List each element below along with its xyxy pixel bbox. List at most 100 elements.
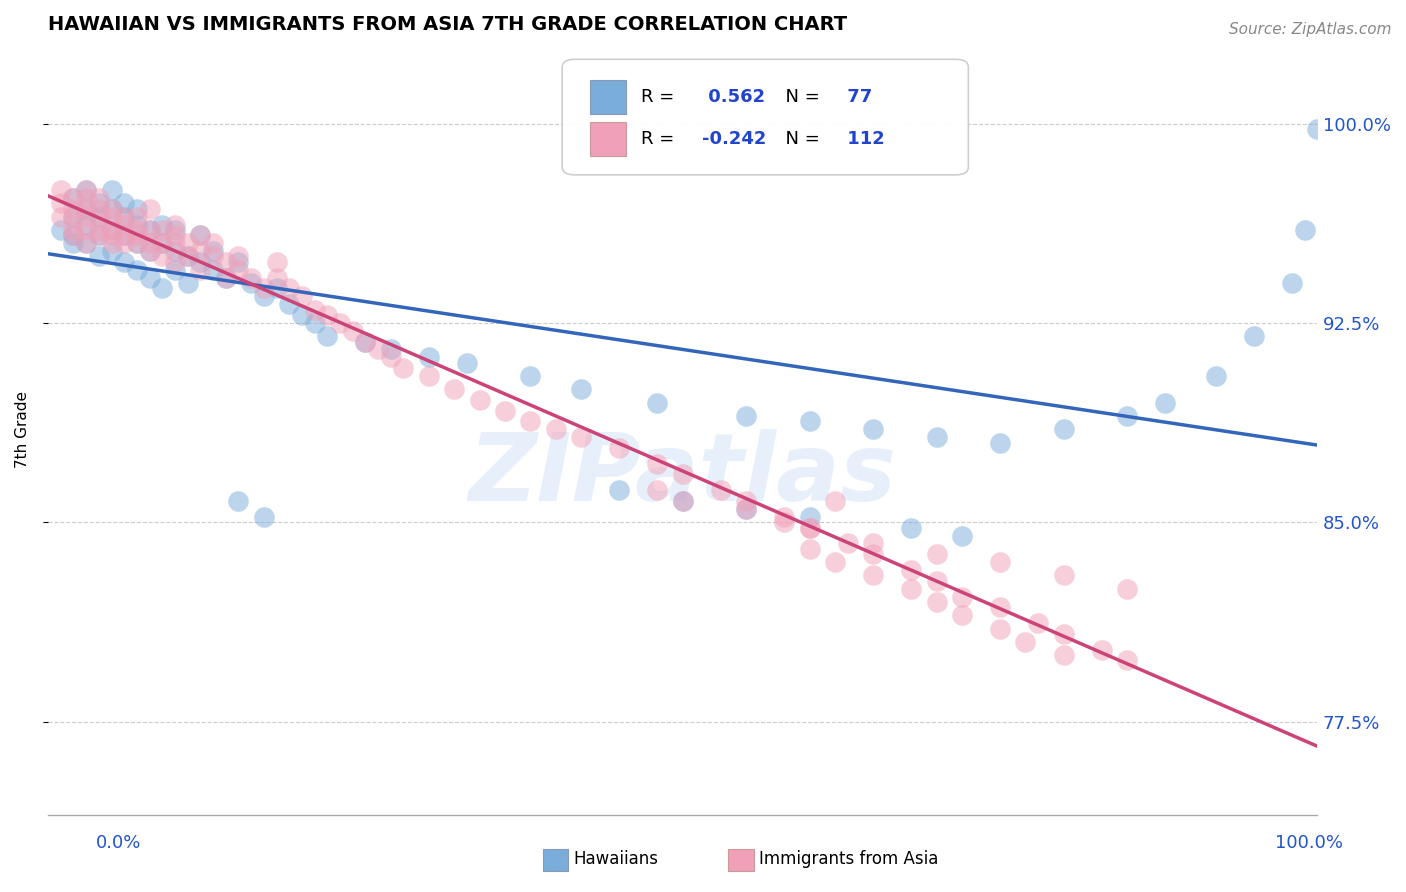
Point (278, 297, 301, 311)
Text: R =: R = (641, 88, 681, 106)
Point (163, 244, 186, 259)
Text: ZIPatlas: ZIPatlas (468, 429, 897, 522)
Point (100, 223, 122, 237)
Point (75, 183, 97, 197)
Point (112, 210, 135, 224)
Point (925, 574, 948, 588)
Point (773, 515, 796, 529)
Point (228, 255, 250, 269)
Point (316, 308, 339, 322)
Point (824, 555, 846, 569)
Point (163, 236, 186, 251)
Point (672, 494, 695, 508)
Point (150, 250, 173, 264)
Point (215, 270, 238, 285)
Point (342, 324, 364, 338)
Point (900, 563, 922, 577)
Point (1026, 616, 1049, 631)
Point (87, 202, 110, 216)
Point (87, 250, 110, 264)
Point (354, 334, 377, 349)
Text: -0.242: -0.242 (702, 130, 766, 148)
Point (87, 223, 110, 237)
Point (278, 281, 301, 295)
FancyBboxPatch shape (591, 79, 626, 114)
Point (266, 255, 288, 269)
Point (202, 236, 225, 251)
Point (468, 392, 491, 407)
Point (87, 228, 110, 243)
Text: 0.562: 0.562 (702, 88, 765, 106)
Point (672, 494, 695, 508)
Point (150, 223, 173, 237)
Point (950, 608, 973, 623)
Point (176, 236, 198, 251)
Text: 0.0%: 0.0% (96, 834, 141, 852)
Point (202, 244, 225, 259)
Point (75, 223, 97, 237)
Point (799, 510, 821, 524)
Point (176, 250, 198, 264)
Point (607, 441, 630, 455)
Point (1154, 395, 1177, 409)
Point (900, 582, 922, 596)
Point (75, 218, 97, 232)
Point (150, 218, 173, 232)
Point (100, 228, 122, 243)
Text: 77: 77 (841, 88, 873, 106)
Point (138, 270, 160, 285)
Point (49, 196, 72, 211)
Point (799, 414, 821, 428)
Point (988, 555, 1011, 569)
Point (647, 395, 669, 409)
Point (418, 351, 440, 365)
Point (710, 483, 733, 498)
Point (773, 510, 796, 524)
Point (1014, 635, 1036, 649)
Point (125, 236, 148, 251)
Point (1205, 369, 1227, 384)
Point (87, 191, 110, 205)
Point (824, 494, 846, 508)
Point (519, 369, 541, 384)
Point (380, 343, 402, 357)
Point (215, 270, 238, 285)
Point (607, 483, 630, 498)
Point (190, 228, 212, 243)
Point (125, 262, 148, 277)
Point (240, 276, 263, 290)
Point (163, 262, 186, 277)
Point (75, 236, 97, 251)
Point (87, 210, 110, 224)
Point (75, 191, 97, 205)
Point (735, 409, 758, 423)
Point (190, 228, 212, 243)
Point (925, 595, 948, 609)
Point (75, 210, 97, 224)
Point (316, 329, 339, 343)
Point (125, 223, 148, 237)
Point (1116, 653, 1139, 667)
Point (1052, 568, 1074, 582)
Point (291, 308, 314, 322)
Point (569, 383, 592, 397)
Point (100, 202, 122, 216)
Point (494, 403, 516, 417)
Point (163, 228, 186, 243)
Point (253, 289, 276, 303)
Point (799, 541, 821, 556)
Point (735, 494, 758, 508)
Point (1052, 648, 1074, 662)
Point (544, 422, 567, 436)
Point (925, 430, 948, 444)
Point (354, 334, 377, 349)
Point (125, 236, 148, 251)
Point (62, 236, 84, 251)
Point (1243, 329, 1265, 343)
Point (138, 223, 160, 237)
Point (569, 430, 592, 444)
Point (988, 622, 1011, 636)
Point (138, 223, 160, 237)
Point (112, 228, 135, 243)
Point (925, 547, 948, 561)
